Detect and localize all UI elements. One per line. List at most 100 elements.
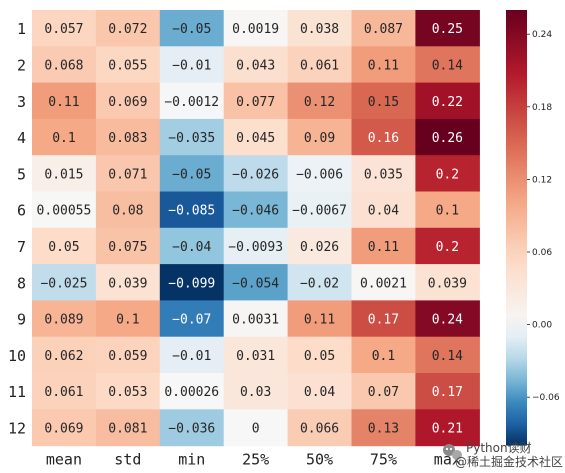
cell-value-label: 0.24 [432, 313, 463, 328]
heatmap-cell [287, 82, 353, 120]
row-tick-label: 1 [17, 20, 26, 38]
heatmap-cell [351, 373, 416, 410]
heatmap-cell [415, 227, 480, 265]
cell-value-label: 0.1 [436, 204, 459, 219]
heatmap-cell [159, 300, 225, 338]
heatmap-cell [223, 264, 289, 301]
cell-value-label: 0.22 [432, 95, 463, 110]
heatmap-cell [415, 82, 480, 120]
heatmap-cell [32, 46, 97, 84]
cell-value-label: 0.069 [108, 95, 147, 110]
cell-value-label: 0.12 [304, 95, 335, 110]
watermark: Python读财 @稀土掘金技术社区 [443, 441, 563, 469]
heatmap-cell [95, 191, 161, 229]
heatmap-cell [159, 46, 225, 84]
cell-value-label: −0.04 [172, 240, 211, 255]
colorbar-tick-label: −0.06 [532, 393, 560, 403]
cell-value-label: 0.072 [108, 22, 147, 37]
cell-value-label: 0.13 [368, 421, 399, 436]
heatmap-cell [95, 46, 161, 84]
heatmap-cell [95, 227, 161, 265]
heatmap-cell [223, 191, 289, 229]
cell-value-label: 0.21 [432, 421, 463, 436]
heatmap-cell [351, 46, 416, 84]
cell-value-label: 0.11 [48, 95, 79, 110]
cell-value-label: 0.16 [368, 131, 399, 146]
cell-value-label: 0.05 [48, 240, 79, 255]
heatmap-cell [415, 118, 480, 156]
colorbar-tick-label: 0.00 [532, 321, 552, 331]
watermark-line1: Python读财 [466, 441, 532, 455]
cell-value-label: 0.25 [432, 22, 463, 37]
colorbar-tick-label: 0.24 [532, 30, 552, 40]
cell-value-label: −0.01 [172, 58, 211, 73]
colorbar-tick-label: 0.12 [532, 175, 552, 185]
heatmap-cell [223, 336, 289, 374]
heatmap-cell [95, 373, 161, 410]
heatmap-cell [223, 373, 289, 410]
heatmap-cell [287, 300, 353, 338]
cell-value-label: −0.085 [168, 204, 215, 219]
cell-value-label: 0.17 [368, 313, 399, 328]
cell-value-label: 0.045 [236, 131, 275, 146]
heatmap-cell [415, 409, 480, 447]
cell-value-label: 0.069 [44, 421, 83, 436]
heatmap-cell [95, 82, 161, 120]
heatmap-cell [159, 373, 225, 410]
cell-value-label: −0.054 [232, 276, 279, 291]
cell-value-label: 0.043 [236, 58, 275, 73]
cell-value-label: −0.0067 [292, 204, 347, 219]
row-tick-label: 5 [17, 165, 26, 183]
heatmap-cell [223, 46, 289, 84]
heatmap-cell [223, 409, 289, 447]
cell-value-label: 0.00055 [37, 204, 92, 219]
cell-value-label: 0.1 [116, 313, 139, 328]
cell-value-label: 0.04 [368, 204, 399, 219]
cell-value-label: 0.1 [372, 349, 395, 364]
heatmap-cell [415, 46, 480, 84]
column-tick-label: mean [46, 451, 82, 469]
heatmap-cell [223, 155, 289, 193]
heatmap-cell [95, 336, 161, 374]
cell-value-label: 0.07 [368, 385, 399, 400]
cell-value-label: −0.05 [172, 167, 211, 182]
row-tick-label: 10 [8, 347, 26, 365]
cell-value-label: 0.0019 [232, 22, 279, 37]
cell-value-label: 0.087 [364, 22, 403, 37]
heatmap-cell [287, 118, 353, 156]
row-tick-label: 7 [17, 238, 26, 256]
heatmap-cell [287, 155, 353, 193]
heatmap-cell [159, 336, 225, 374]
heatmap-cell [415, 155, 480, 193]
column-tick-label: 50% [306, 451, 333, 469]
cell-value-label: 0.038 [300, 22, 339, 37]
heatmap-cell [287, 409, 353, 447]
heatmap-cell [159, 264, 225, 301]
cell-value-label: 0.08 [112, 204, 143, 219]
cell-value-label: 0.083 [108, 131, 147, 146]
cell-value-label: −0.035 [168, 131, 215, 146]
heatmap-cell [287, 227, 353, 265]
cell-value-label: 0.00026 [164, 385, 219, 400]
heatmap-cell [287, 373, 353, 410]
heatmap-cell [351, 264, 416, 301]
heatmap-cell [32, 227, 97, 265]
cell-value-label: −0.025 [40, 276, 87, 291]
heatmap-cell [351, 82, 416, 120]
cell-value-label: 0.17 [432, 385, 463, 400]
cell-value-label: 0.039 [428, 276, 467, 291]
cell-value-label: 0 [252, 421, 260, 436]
cell-value-label: 0.031 [236, 349, 275, 364]
cell-value-label: 0.077 [236, 95, 275, 110]
watermark-line2: @稀土掘金技术社区 [455, 454, 563, 469]
cell-value-label: −0.07 [172, 313, 211, 328]
cell-value-label: 0.068 [44, 58, 83, 73]
heatmap-cell [32, 373, 97, 410]
heatmap-cell [95, 10, 161, 47]
heatmap-cell [159, 409, 225, 447]
heatmap-cell [415, 300, 480, 338]
heatmap-cell [351, 227, 416, 265]
heatmap-cell [287, 191, 353, 229]
heatmap-cell [351, 191, 416, 229]
